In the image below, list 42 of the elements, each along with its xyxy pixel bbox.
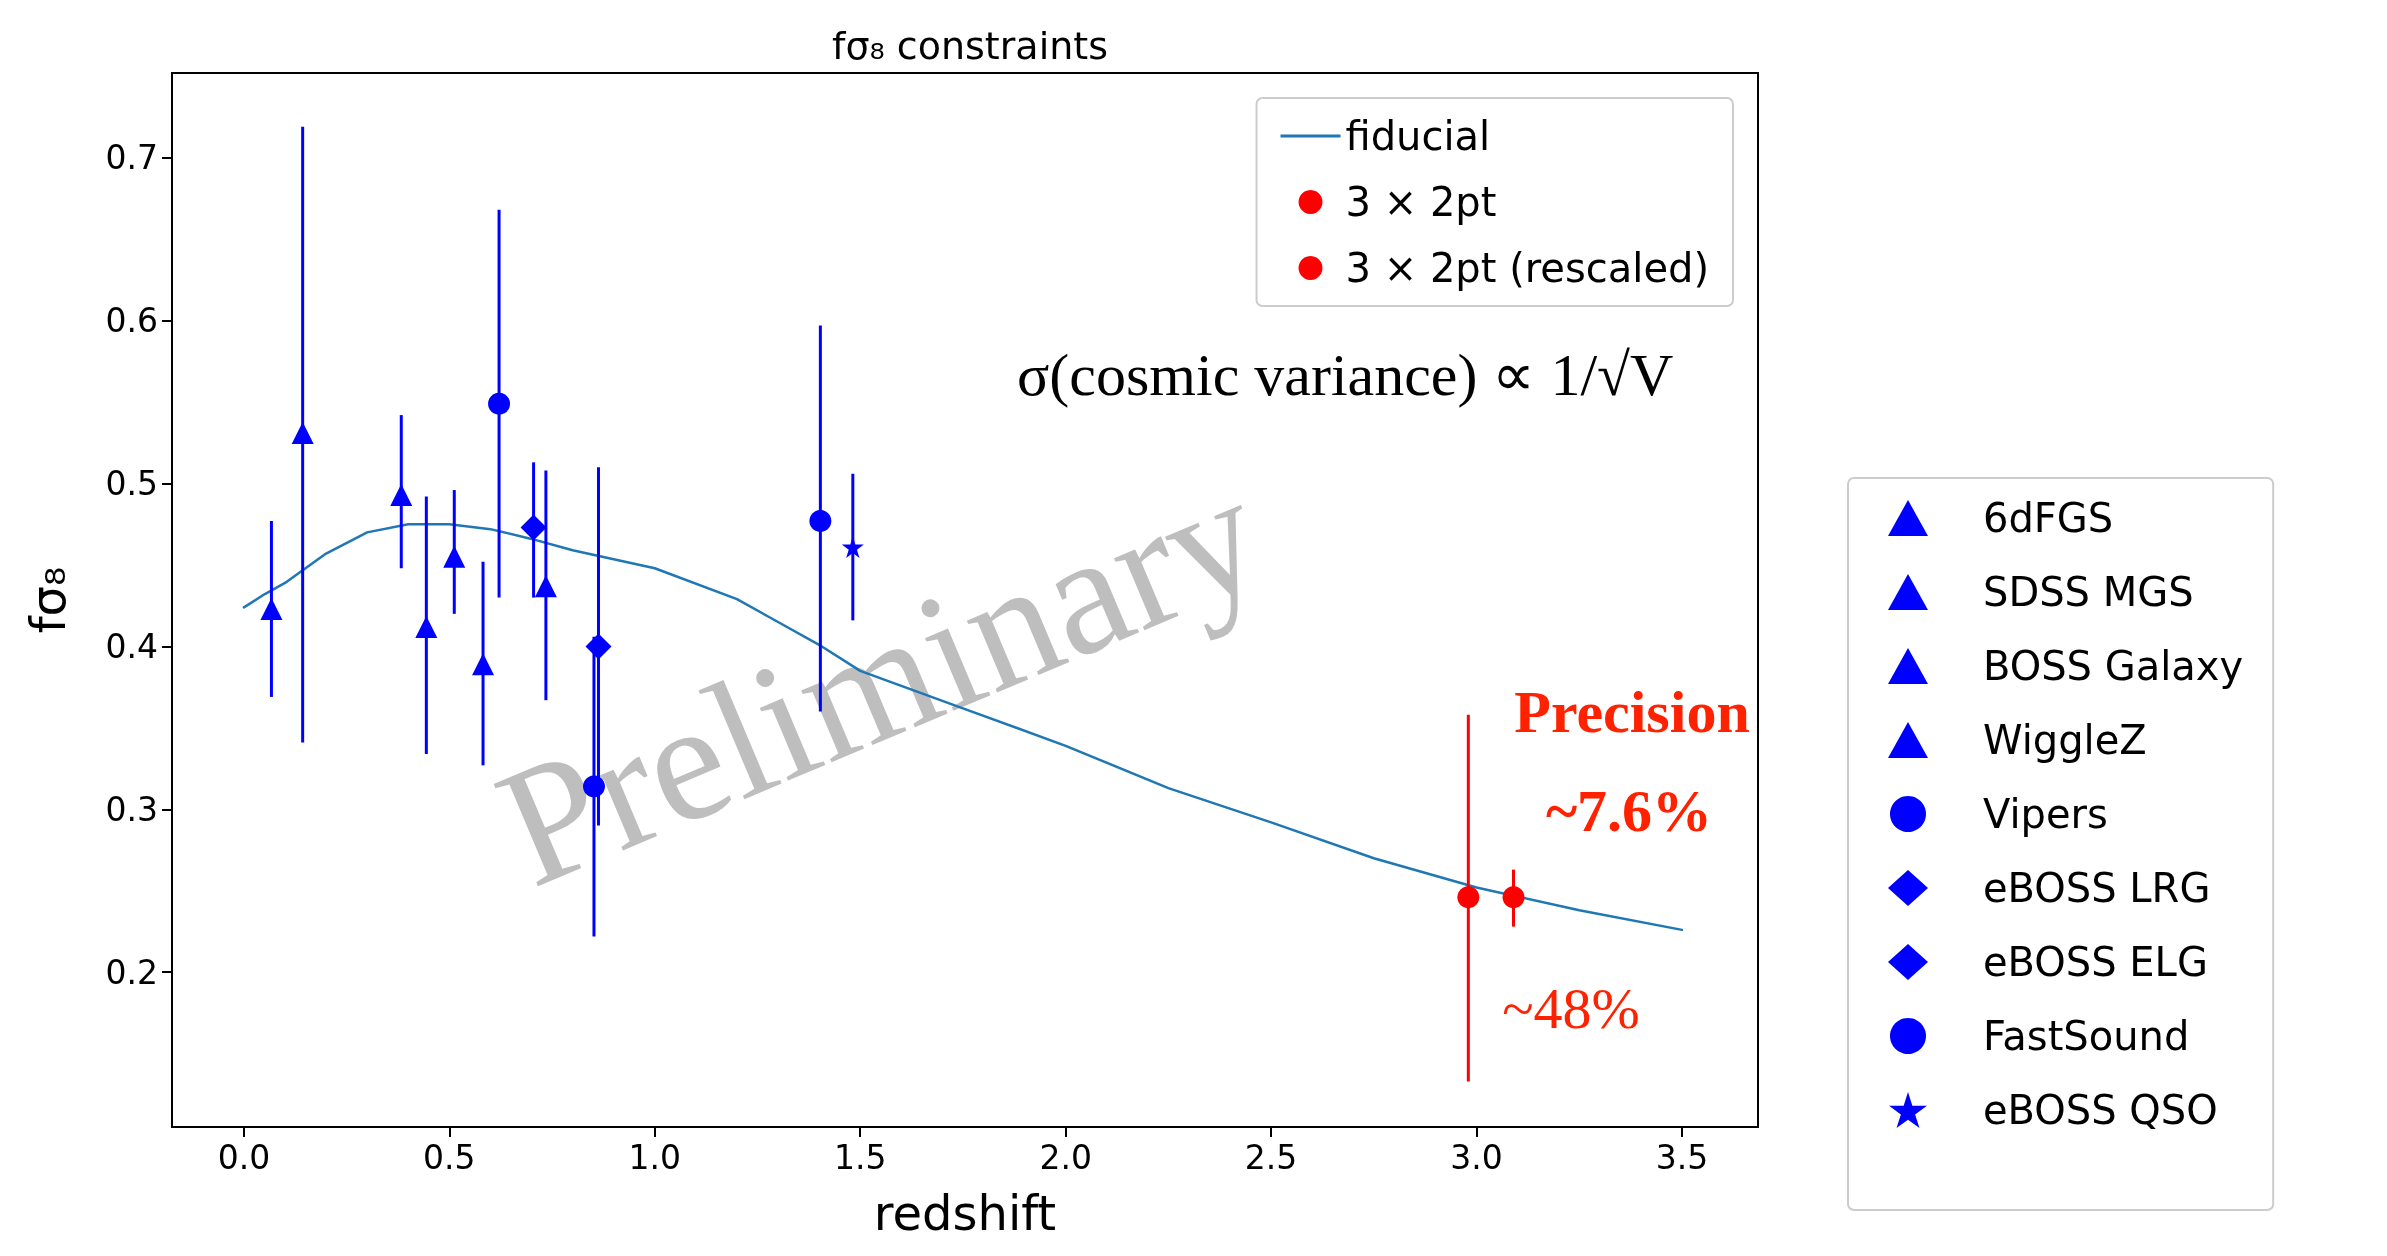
point [443, 545, 466, 568]
point [488, 392, 511, 415]
y-tick-label: 0.6 [105, 301, 158, 341]
y-tick-label: 0.2 [105, 952, 158, 992]
annotation: Precision [1514, 679, 1750, 745]
x-tick-label: 0.5 [423, 1138, 476, 1177]
legend-label: SDSS MGS [1983, 569, 2194, 615]
legend-label: 3 × 2pt (rescaled) [1345, 245, 1710, 291]
y-tick-label: 0.3 [105, 789, 158, 829]
legend-label: eBOSS LRG [1983, 865, 2211, 911]
legend-label: WiggleZ [1983, 717, 2147, 763]
annotation: ~7.6% [1545, 778, 1713, 844]
legend-label: BOSS Galaxy [1983, 643, 2244, 689]
y-axis-title: fσ₈ [20, 566, 76, 634]
legend-label: 6dFGS [1983, 495, 2114, 541]
x-tick-label: 2.5 [1244, 1138, 1298, 1177]
point [390, 483, 413, 506]
x-tick-label: 2.0 [1039, 1138, 1092, 1177]
legend-label: 3 × 2pt [1345, 179, 1497, 225]
point [260, 597, 283, 620]
y-tick-label: 0.7 [105, 138, 158, 178]
x-axis-title: redshift [873, 1185, 1057, 1241]
point [1457, 886, 1480, 909]
point [415, 615, 438, 638]
annotation: σ(cosmic variance) ∝ 1/√V [1017, 342, 1674, 408]
point [472, 653, 495, 676]
point [291, 422, 314, 445]
x-tick-label: 3.5 [1655, 1138, 1709, 1177]
chart-title: fσ₈ constraints [832, 24, 1108, 68]
y-tick-label: 0.5 [105, 464, 158, 504]
legend-label: eBOSS ELG [1983, 939, 2208, 985]
y-tick-label: 0.4 [105, 626, 158, 666]
legend-label: Vipers [1983, 791, 2108, 837]
x-tick-label: 3.0 [1450, 1138, 1503, 1177]
annotation: ~48% [1502, 975, 1640, 1041]
legend-label: fiducial [1345, 113, 1491, 159]
x-tick-label: 1.0 [628, 1138, 682, 1177]
x-tick-label: 1.5 [833, 1138, 887, 1177]
legend-label: FastSound [1983, 1013, 2190, 1059]
legend-label: eBOSS QSO [1983, 1087, 2218, 1133]
x-tick-label: 0.0 [217, 1138, 271, 1177]
point [1502, 886, 1525, 909]
